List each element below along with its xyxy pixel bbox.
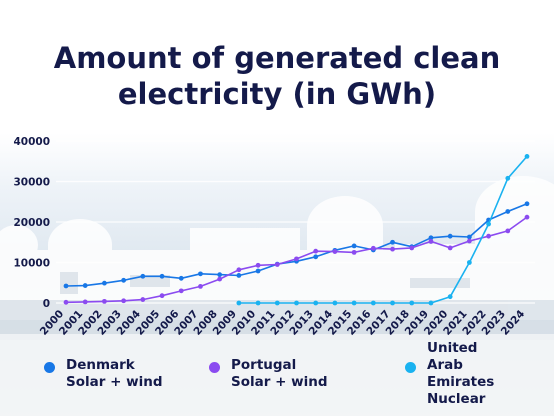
data-point <box>390 239 395 245</box>
data-point <box>447 294 453 300</box>
data-point <box>274 262 280 267</box>
data-point <box>351 300 357 306</box>
data-point <box>236 300 242 306</box>
data-point <box>370 245 376 251</box>
data-point <box>140 297 146 302</box>
data-point <box>63 299 69 305</box>
data-point <box>159 293 165 299</box>
y-tick-label: 0 <box>43 298 50 310</box>
data-point <box>313 254 319 260</box>
legend-label-line: Arab <box>427 357 463 373</box>
data-point <box>332 300 338 306</box>
legend-label-line: Portugal <box>231 357 297 373</box>
chart-title-line-1: Amount of generated clean <box>53 41 501 75</box>
data-point <box>351 243 357 249</box>
data-point <box>447 233 453 239</box>
data-point <box>178 288 184 294</box>
y-tick-label: 40000 <box>13 136 50 148</box>
data-point <box>466 260 472 265</box>
legend-label-line: Solar + wind <box>231 374 328 390</box>
data-point <box>102 280 107 286</box>
data-point <box>505 175 511 181</box>
data-point <box>428 239 434 244</box>
legend-label-line: Denmark <box>66 357 135 373</box>
data-point <box>505 228 511 234</box>
data-point <box>505 209 511 214</box>
data-point <box>390 300 395 306</box>
data-point <box>159 273 165 279</box>
series-line-2 <box>238 155 528 304</box>
data-point <box>313 248 319 254</box>
data-point <box>524 201 530 207</box>
data-point <box>121 277 127 283</box>
data-point <box>255 300 261 306</box>
data-point <box>121 298 127 304</box>
y-tick-label: 20000 <box>13 217 50 229</box>
data-point <box>63 283 69 289</box>
data-point <box>236 273 242 278</box>
data-point <box>524 214 530 220</box>
data-point <box>217 276 223 282</box>
data-point <box>102 298 107 304</box>
data-point <box>332 249 338 254</box>
data-point <box>370 300 376 306</box>
data-point <box>466 238 472 244</box>
y-tick-label: 10000 <box>13 258 50 270</box>
data-point <box>217 272 223 278</box>
legend-label-line: Solar + wind <box>66 374 163 390</box>
data-point <box>524 153 530 159</box>
data-point <box>198 271 203 277</box>
data-point <box>428 235 434 241</box>
legend-marker-denmark <box>44 362 55 373</box>
legend-label-line: Emirates <box>427 374 495 390</box>
data-point <box>486 221 491 227</box>
data-point <box>140 273 146 279</box>
chart-title-line-2: electricity (in GWh) <box>117 77 437 111</box>
data-point <box>409 245 415 251</box>
data-point <box>409 300 415 306</box>
data-point <box>274 300 280 306</box>
data-point <box>294 256 299 262</box>
legend-item-denmark: Denmark Solar + wind <box>44 357 162 391</box>
legend-marker-portugal <box>209 362 220 373</box>
legend-label-line: United <box>427 340 478 356</box>
data-point <box>178 275 184 281</box>
data-point <box>255 262 261 268</box>
data-point <box>313 300 319 306</box>
data-point <box>428 300 434 306</box>
data-point <box>82 283 88 288</box>
chart-title: Amount of generated clean electricity (i… <box>0 40 554 112</box>
y-tick-label: 30000 <box>13 177 50 189</box>
data-point <box>198 283 203 289</box>
data-point <box>466 234 472 240</box>
legend-label-line: Nuclear <box>427 391 486 407</box>
data-point <box>255 268 261 274</box>
legend-item-portugal: Portugal Solar + wind <box>209 357 327 391</box>
data-point <box>390 246 395 252</box>
data-point <box>351 249 357 255</box>
legend-marker-uae <box>405 362 416 373</box>
data-point <box>486 233 491 239</box>
data-point <box>447 245 453 251</box>
data-point <box>82 299 88 305</box>
legend-item-uae: United Arab Emirates Nuclear <box>405 340 494 408</box>
data-point <box>294 300 299 306</box>
data-point <box>236 267 242 273</box>
